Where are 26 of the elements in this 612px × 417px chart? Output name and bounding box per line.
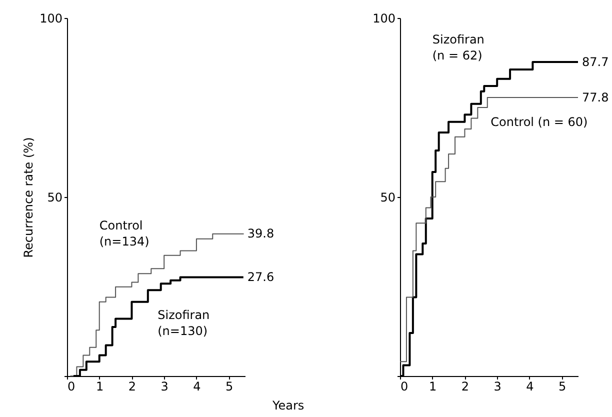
x-tick-label: 1 — [429, 380, 437, 394]
y-tick-label: 100 — [372, 12, 396, 26]
y-tick-label: 100 — [40, 12, 62, 26]
text: 87.7 — [582, 55, 609, 70]
series-label: Sizofiran (n=130) — [158, 308, 210, 338]
x-tick-label: 2 — [461, 380, 470, 394]
text: 39.8 — [247, 226, 274, 241]
text: 77.8 — [582, 90, 609, 104]
x-tick-label: 4 — [193, 380, 201, 394]
y-tick-label: 50 — [47, 190, 62, 204]
series-label: Sizofiran (n = 62) — [432, 32, 484, 62]
x-tick-label: 2 — [128, 380, 136, 394]
x-tick-label: 3 — [494, 380, 502, 394]
x-axis-title: Years — [272, 398, 304, 412]
x-tick-label: 5 — [226, 380, 234, 394]
x-tick-label: 5 — [558, 380, 566, 394]
series-label: Control (n = 60) — [490, 114, 588, 129]
x-tick-label: 0 — [68, 380, 76, 394]
y-axis-title: Recurrence rate (%) — [22, 137, 36, 258]
x-tick-label: 4 — [526, 380, 534, 394]
text: 27.6 — [247, 270, 274, 284]
y-tick-label: 50 — [380, 190, 396, 204]
series-label: Control (n=134) — [99, 218, 150, 249]
x-tick-label: 0 — [400, 380, 408, 394]
x-tick-label: 1 — [96, 380, 104, 394]
x-tick-label: 3 — [160, 380, 168, 394]
